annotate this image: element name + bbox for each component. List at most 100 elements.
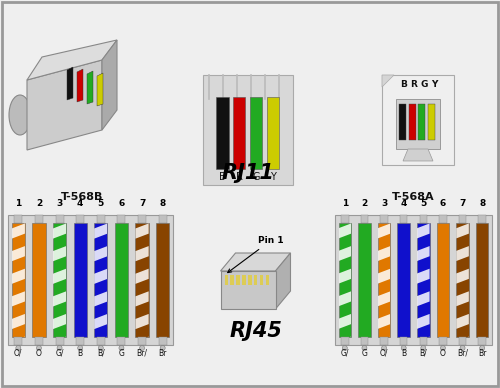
Polygon shape bbox=[456, 268, 469, 284]
Text: O/: O/ bbox=[380, 349, 388, 358]
Polygon shape bbox=[94, 178, 108, 193]
Polygon shape bbox=[136, 201, 148, 216]
Bar bbox=[56, 336, 64, 345]
Bar bbox=[56, 215, 64, 223]
Polygon shape bbox=[77, 69, 83, 102]
Bar bbox=[428, 104, 434, 140]
Circle shape bbox=[57, 345, 62, 350]
Bar bbox=[260, 275, 264, 285]
Text: G/: G/ bbox=[340, 349, 349, 358]
Polygon shape bbox=[12, 291, 25, 307]
Polygon shape bbox=[27, 40, 117, 80]
Text: RJ45: RJ45 bbox=[230, 321, 282, 341]
Circle shape bbox=[362, 345, 367, 350]
Polygon shape bbox=[53, 359, 66, 374]
Bar bbox=[436, 223, 449, 336]
Text: G: G bbox=[362, 349, 368, 358]
Polygon shape bbox=[97, 73, 103, 106]
Polygon shape bbox=[12, 314, 25, 329]
Polygon shape bbox=[53, 268, 66, 284]
Circle shape bbox=[382, 345, 386, 350]
Polygon shape bbox=[338, 359, 351, 374]
Polygon shape bbox=[456, 336, 469, 352]
Bar bbox=[360, 215, 368, 223]
Bar bbox=[136, 223, 148, 336]
Bar bbox=[439, 336, 446, 345]
Bar bbox=[420, 336, 427, 345]
Polygon shape bbox=[378, 359, 390, 374]
Text: B: B bbox=[78, 349, 83, 358]
Polygon shape bbox=[382, 75, 394, 87]
Bar bbox=[138, 336, 146, 345]
Polygon shape bbox=[136, 223, 148, 239]
Polygon shape bbox=[338, 246, 351, 261]
Bar bbox=[224, 275, 228, 285]
Text: Br/: Br/ bbox=[457, 349, 468, 358]
Polygon shape bbox=[136, 291, 148, 307]
Polygon shape bbox=[417, 201, 430, 216]
Bar bbox=[418, 104, 425, 140]
Text: 6: 6 bbox=[118, 199, 124, 208]
Polygon shape bbox=[136, 314, 148, 329]
Bar bbox=[233, 97, 245, 168]
Bar bbox=[115, 223, 128, 336]
Polygon shape bbox=[338, 201, 351, 216]
Bar bbox=[138, 215, 146, 223]
Circle shape bbox=[140, 345, 144, 350]
Bar bbox=[417, 223, 430, 336]
Circle shape bbox=[480, 345, 484, 350]
Polygon shape bbox=[378, 223, 390, 238]
Polygon shape bbox=[53, 201, 66, 216]
Polygon shape bbox=[338, 223, 351, 238]
Text: B: B bbox=[400, 80, 407, 89]
Polygon shape bbox=[12, 201, 25, 216]
Polygon shape bbox=[53, 223, 66, 239]
Polygon shape bbox=[456, 359, 469, 374]
Polygon shape bbox=[220, 253, 290, 271]
Bar bbox=[456, 223, 469, 336]
Polygon shape bbox=[456, 314, 469, 329]
Text: Pin 1: Pin 1 bbox=[228, 236, 283, 273]
Polygon shape bbox=[403, 149, 433, 161]
Polygon shape bbox=[417, 291, 430, 306]
Text: R: R bbox=[236, 171, 242, 182]
Text: 4: 4 bbox=[400, 199, 407, 208]
Polygon shape bbox=[12, 178, 25, 193]
Bar bbox=[97, 336, 105, 345]
Text: B: B bbox=[219, 171, 226, 182]
Text: 6: 6 bbox=[440, 199, 446, 208]
Bar bbox=[358, 223, 370, 336]
Polygon shape bbox=[378, 201, 390, 216]
Bar bbox=[242, 275, 246, 285]
Text: B/: B/ bbox=[97, 349, 104, 358]
Polygon shape bbox=[53, 178, 66, 193]
Polygon shape bbox=[456, 178, 469, 193]
Bar bbox=[32, 223, 46, 336]
Polygon shape bbox=[276, 253, 290, 309]
Polygon shape bbox=[136, 359, 148, 374]
Polygon shape bbox=[136, 268, 148, 284]
Polygon shape bbox=[94, 314, 108, 329]
Bar bbox=[158, 336, 166, 345]
Text: Br: Br bbox=[158, 349, 167, 358]
Bar bbox=[118, 215, 126, 223]
Polygon shape bbox=[53, 336, 66, 352]
Text: 4: 4 bbox=[77, 199, 84, 208]
Text: G: G bbox=[252, 171, 260, 182]
Bar bbox=[380, 336, 388, 345]
Bar bbox=[360, 336, 368, 345]
Bar bbox=[248, 275, 252, 285]
Text: 8: 8 bbox=[479, 199, 486, 208]
Bar bbox=[476, 223, 488, 336]
Bar bbox=[266, 97, 279, 168]
Bar bbox=[8, 215, 173, 345]
Bar bbox=[478, 215, 486, 223]
Polygon shape bbox=[417, 268, 430, 284]
Bar bbox=[76, 215, 84, 223]
Text: 5: 5 bbox=[420, 199, 426, 208]
Polygon shape bbox=[417, 246, 430, 261]
Bar bbox=[97, 215, 105, 223]
Circle shape bbox=[36, 345, 42, 350]
Polygon shape bbox=[12, 268, 25, 284]
Bar bbox=[378, 223, 390, 336]
